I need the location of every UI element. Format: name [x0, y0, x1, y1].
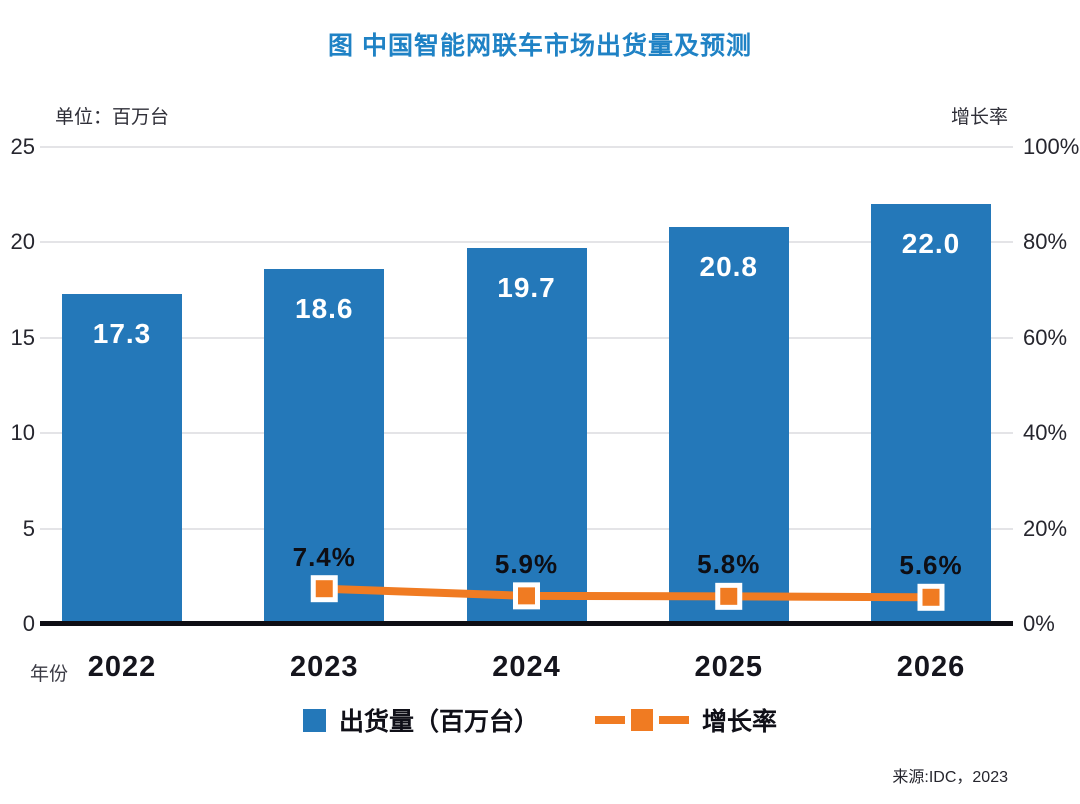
- left-axis-tick: 20: [10, 229, 35, 255]
- bar-value-label: 20.8: [699, 251, 758, 283]
- right-axis-tick: 100%: [1023, 134, 1080, 159]
- growth-line-layer: [310, 575, 945, 611]
- x-axis-line: [40, 621, 1013, 626]
- legend-item-shipments: 出货量（百万台）: [302, 702, 539, 738]
- line-series-swatch: [595, 709, 689, 731]
- legend-label-shipments: 出货量（百万台）: [338, 708, 539, 736]
- bar-value-label: 18.6: [295, 293, 354, 325]
- growth-marker: [513, 582, 540, 610]
- left-axis-tick: 0: [22, 611, 35, 636]
- right-axis-tick: 0%: [1023, 611, 1055, 636]
- growth-value-label: 5.9%: [494, 548, 559, 579]
- bar-2023: 18.6: [264, 269, 385, 624]
- chart-title: 图 中国智能网联车市场出货量及预测: [328, 32, 752, 60]
- left-axis-tick: 25: [10, 134, 35, 159]
- left-axis-tick: 10: [10, 420, 35, 446]
- bar-2024: 19.7: [466, 248, 587, 624]
- source-note: 来源:IDC，2023: [892, 769, 1008, 786]
- line-swatch-dash-left: [595, 716, 625, 724]
- left-axis-tick: 5: [22, 515, 35, 541]
- right-axis-tick: 40%: [1023, 420, 1068, 446]
- bar-2022: 17.3: [62, 293, 182, 624]
- x-axis-caption: 年份: [30, 664, 69, 685]
- x-axis-label-2025: 2025: [694, 651, 764, 683]
- plot-area: 17.3 18.6 19.7 20.8 22.0 7.4% 5.9% 5.8% 5.6%: [40, 146, 1013, 626]
- x-axis-label-2023: 2023: [289, 651, 359, 683]
- left-axis-tick: 15: [10, 324, 35, 350]
- legend-label-growth: 增长率: [702, 708, 778, 736]
- right-axis-title: 增长率: [950, 107, 1008, 128]
- bar-2026: 22.0: [871, 204, 991, 624]
- growth-marker: [310, 575, 338, 603]
- bar-series-swatch: [302, 708, 326, 732]
- bar-value-label: 22.0: [901, 228, 961, 260]
- gridline: [40, 241, 1013, 244]
- bar-value-label: 19.7: [497, 272, 556, 304]
- growth-value-label: 5.8%: [697, 549, 761, 580]
- legend-item-growth: 增长率: [595, 702, 777, 738]
- right-axis-tick: 20%: [1023, 515, 1068, 541]
- line-swatch-dash-right: [659, 716, 689, 724]
- x-axis-label-2022: 2022: [87, 651, 157, 683]
- x-axis-label-2024: 2024: [492, 651, 561, 683]
- legend: 出货量（百万台） 增长率: [0, 702, 1080, 738]
- gridline: [40, 146, 1013, 148]
- growth-line: [324, 584, 932, 602]
- growth-value-label: 7.4%: [292, 541, 356, 572]
- right-axis-tick: 60%: [1023, 324, 1068, 350]
- left-axis-unit-label: 单位：百万台: [55, 107, 170, 128]
- bar-value-label: 17.3: [92, 317, 152, 349]
- right-axis-tick: 80%: [1023, 229, 1068, 255]
- growth-value-label: 5.6%: [899, 550, 963, 581]
- growth-marker: [917, 583, 945, 611]
- growth-marker: [715, 582, 743, 610]
- bar-2025: 20.8: [668, 227, 789, 624]
- line-swatch-marker: [631, 709, 653, 731]
- x-axis-label-2026: 2026: [896, 651, 966, 683]
